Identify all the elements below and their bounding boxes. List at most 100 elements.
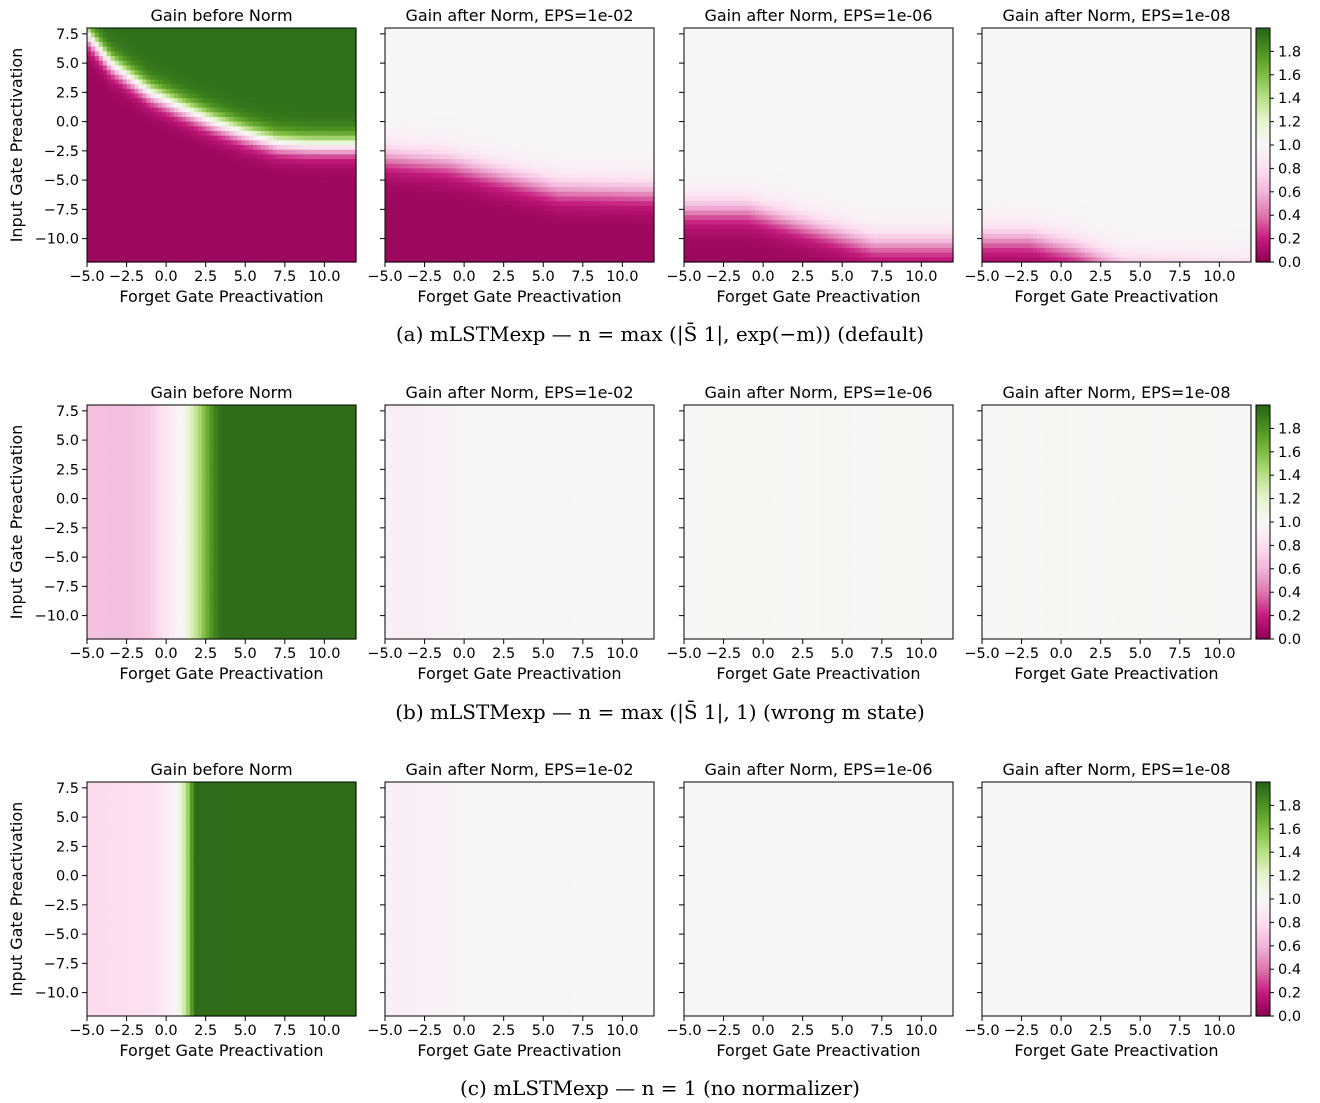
heatmap-cell (178, 201, 183, 206)
heatmap-cell (237, 150, 242, 155)
heatmap-cell (389, 122, 394, 127)
heatmap-cell (393, 201, 398, 206)
heatmap-cell (301, 248, 306, 253)
heatmap-cell (344, 164, 349, 169)
heatmap-cell (405, 61, 410, 66)
heatmap-cell (146, 159, 151, 164)
heatmap-cell (289, 61, 294, 66)
heatmap-cell (385, 211, 390, 216)
heatmap-cell (409, 164, 414, 169)
panel-a-2: Gain after Norm, EPS=1e-02−5.0 −2.5 0.0 2.5… (367, 6, 654, 306)
heatmap-cell (413, 215, 418, 220)
heatmap-cell (222, 89, 227, 94)
heatmap-cell (261, 182, 266, 187)
heatmap-cell (158, 173, 163, 178)
heatmap-cell (91, 84, 96, 89)
heatmap-cell (312, 225, 317, 230)
heatmap-cell (134, 206, 139, 211)
heatmap-cell (257, 211, 262, 216)
heatmap-cell (190, 187, 195, 192)
heatmap-cell (166, 98, 171, 103)
heatmap-cell (170, 206, 175, 211)
heatmap-cell (170, 159, 175, 164)
heatmap-cell (111, 182, 116, 187)
heatmap-cell (340, 33, 345, 38)
heatmap-cell (91, 145, 96, 150)
heatmap-cell (131, 206, 136, 211)
heatmap-cell (245, 79, 250, 84)
heatmap-cell (249, 192, 254, 197)
heatmap-cell (305, 192, 310, 197)
heatmap-cell (285, 112, 290, 117)
heatmap-cell (154, 75, 159, 80)
heatmap-cell (241, 51, 246, 56)
heatmap-cell (297, 150, 302, 155)
heatmap-cell (138, 178, 143, 183)
heatmap-cell (174, 229, 179, 234)
heatmap-cell (87, 182, 92, 187)
heatmap-cell (166, 220, 171, 225)
heatmap-cell (190, 239, 195, 244)
heatmap-cell (405, 131, 410, 136)
heatmap-cell (397, 220, 402, 225)
heatmap-cell (150, 33, 155, 38)
heatmap-cell (194, 253, 199, 258)
heatmap-cell (249, 79, 254, 84)
heatmap-cell (166, 51, 171, 56)
heatmap-cell (312, 173, 317, 178)
heatmap-cell (332, 140, 337, 145)
heatmap-cell (206, 225, 211, 230)
heatmap-cell (285, 56, 290, 61)
heatmap-cell (269, 243, 274, 248)
heatmap-cell (417, 178, 422, 183)
heatmap-cell (123, 253, 128, 258)
heatmap-cell (150, 117, 155, 122)
heatmap-cell (222, 131, 227, 136)
heatmap-cell (146, 196, 151, 201)
heatmap-cell (249, 70, 254, 75)
heatmap-cell (170, 79, 175, 84)
heatmap-cell (289, 51, 294, 56)
heatmap-cell (265, 243, 270, 248)
heatmap-cell (150, 89, 155, 94)
heatmap-cell (134, 84, 139, 89)
heatmap-cell (111, 61, 116, 66)
heatmap-cell (174, 103, 179, 108)
heatmap-cell (417, 89, 422, 94)
heatmap-cell (305, 122, 310, 127)
heatmap-cell (115, 42, 120, 47)
x-tick-label: 10.0 (308, 269, 340, 285)
heatmap-cell (273, 61, 278, 66)
heatmap-cell (265, 192, 270, 197)
heatmap-cell (111, 159, 116, 164)
heatmap-cell (99, 122, 104, 127)
heatmap-cell (336, 239, 341, 244)
heatmap-cell (95, 225, 100, 230)
heatmap-cell (289, 70, 294, 75)
heatmap-cell (309, 253, 314, 258)
heatmap-cell (115, 136, 120, 141)
heatmap-cell (253, 173, 258, 178)
heatmap-cell (198, 206, 203, 211)
heatmap-cell (186, 33, 191, 38)
heatmap-cell (320, 79, 325, 84)
heatmap-cell (273, 201, 278, 206)
heatmap-cell (320, 126, 325, 131)
heatmap-cell (417, 253, 422, 258)
heatmap-cell (277, 206, 282, 211)
heatmap-cell (99, 154, 104, 159)
heatmap-cell (405, 136, 410, 141)
heatmap-cell (328, 42, 333, 47)
heatmap-cell (162, 187, 167, 192)
heatmap-cell (127, 154, 132, 159)
heatmap-cell (281, 192, 286, 197)
heatmap-cell (214, 150, 219, 155)
heatmap-cell (99, 108, 104, 113)
heatmap-cell (277, 154, 282, 159)
heatmap-cell (222, 126, 227, 131)
heatmap-cell (99, 248, 104, 253)
heatmap-cell (95, 103, 100, 108)
heatmap-cell (210, 187, 215, 192)
heatmap-cell (293, 145, 298, 150)
heatmap-cell (401, 103, 406, 108)
